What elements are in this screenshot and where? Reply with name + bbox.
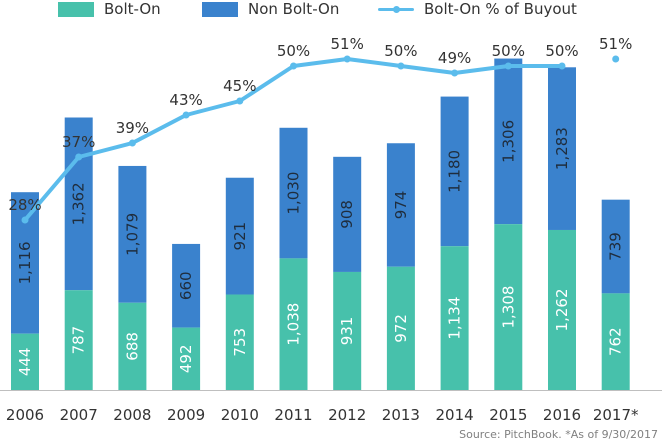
bar-bolt-on — [333, 271, 362, 390]
pct-point — [290, 62, 297, 70]
pct-point — [182, 111, 190, 119]
bar-non-bolt-on — [601, 199, 630, 294]
pct-label: 49% — [438, 49, 471, 67]
x-tick-label: 2017* — [593, 406, 639, 424]
bar-non-bolt-on — [386, 143, 415, 267]
bar-label-bolt-on: 762 — [607, 327, 625, 356]
bar-non-bolt-on — [333, 156, 362, 272]
x-tick-label: 2015 — [489, 406, 527, 424]
bar-label-non-bolt-on: 1,180 — [446, 150, 464, 193]
bar-label-non-bolt-on: 908 — [338, 200, 356, 229]
legend-non-bolt-on-swatch — [202, 1, 238, 17]
pct-label: 37% — [62, 133, 95, 151]
bar-non-bolt-on — [64, 117, 93, 291]
bar-label-non-bolt-on: 921 — [231, 222, 249, 251]
pct-label: 50% — [277, 42, 310, 60]
bar-label-bolt-on: 444 — [16, 348, 34, 377]
bar-non-bolt-on — [225, 177, 254, 295]
bar-non-bolt-on — [548, 67, 576, 230]
x-tick-label: 2006 — [6, 406, 44, 424]
source-note: Source: PitchBook. *As of 9/30/2017 — [459, 428, 658, 441]
legend-non-bolt-on-label: Non Bolt-On — [248, 0, 340, 18]
bar-label-bolt-on: 688 — [123, 332, 141, 361]
legend-bolt-on-swatch — [58, 1, 94, 17]
bar-label-bolt-on: 787 — [70, 326, 88, 355]
legend: Bolt-On Non Bolt-On Bolt-On % of Buyout — [0, 0, 662, 22]
bar-label-non-bolt-on: 974 — [392, 191, 410, 220]
bar-non-bolt-on — [279, 127, 308, 259]
bar-label-bolt-on: 1,038 — [285, 303, 303, 346]
legend-non-bolt-on: Non Bolt-On — [202, 0, 339, 18]
bar-label-bolt-on: 1,308 — [499, 286, 517, 329]
x-tick-label: 2009 — [167, 406, 205, 424]
bar-label-non-bolt-on: 1,116 — [16, 241, 34, 284]
pct-point — [21, 216, 29, 224]
pct-label: 28% — [8, 196, 41, 214]
bar-label-non-bolt-on: 739 — [607, 232, 625, 261]
bar-label-bolt-on: 972 — [392, 314, 410, 343]
bar-label-non-bolt-on: 660 — [177, 271, 195, 300]
legend-pct: Bolt-On % of Buyout — [378, 0, 577, 18]
pct-point — [75, 153, 83, 161]
pct-label: 45% — [223, 77, 256, 95]
bar-bolt-on — [440, 246, 469, 390]
bar-bolt-on — [225, 294, 254, 390]
pct-point — [558, 62, 566, 70]
bar-non-bolt-on — [118, 165, 147, 303]
bar-bolt-on — [494, 224, 523, 390]
bar-bolt-on — [172, 327, 201, 390]
bar-label-non-bolt-on: 1,283 — [553, 127, 571, 170]
bar-bolt-on — [601, 293, 630, 390]
bar-label-non-bolt-on: 1,030 — [285, 172, 303, 215]
bar-bolt-on — [279, 258, 308, 390]
pct-label: 51% — [599, 35, 632, 53]
bar-non-bolt-on — [440, 96, 469, 247]
bar-non-bolt-on — [172, 243, 201, 328]
bar-bolt-on — [548, 229, 576, 390]
bar-label-bolt-on: 1,134 — [446, 297, 464, 340]
legend-pct-line-icon — [378, 3, 414, 15]
bar-non-bolt-on — [11, 192, 39, 334]
x-tick-label: 2014 — [436, 406, 474, 424]
x-tick-label: 2016 — [543, 406, 581, 424]
x-tick-label: 2010 — [221, 406, 259, 424]
legend-bolt-on: Bolt-On — [58, 0, 161, 18]
x-tick-label: 2013 — [382, 406, 420, 424]
bar-bolt-on — [386, 266, 415, 390]
pct-point — [343, 55, 351, 63]
x-tick-label: 2012 — [328, 406, 366, 424]
pct-point — [236, 97, 244, 105]
x-tick-label: 2007 — [60, 406, 98, 424]
legend-pct-label: Bolt-On % of Buyout — [424, 0, 577, 18]
legend-bolt-on-label: Bolt-On — [104, 0, 161, 18]
pct-label: 51% — [331, 35, 364, 53]
bar-bolt-on — [118, 302, 147, 390]
pct-point — [612, 55, 620, 63]
pct-label: 50% — [384, 42, 417, 60]
pct-point — [128, 139, 136, 147]
bar-label-bolt-on: 1,262 — [553, 289, 571, 332]
bar-label-non-bolt-on: 1,306 — [499, 120, 517, 163]
bar-bolt-on — [11, 333, 39, 390]
pct-point — [504, 62, 512, 70]
bar-label-non-bolt-on: 1,362 — [70, 182, 88, 225]
x-tick-label: 2011 — [274, 406, 312, 424]
bar-bolt-on — [64, 290, 93, 390]
bar-non-bolt-on — [494, 58, 523, 225]
pct-point — [397, 62, 405, 70]
x-tick-label: 2008 — [113, 406, 151, 424]
bar-label-non-bolt-on: 1,079 — [123, 213, 141, 256]
bar-label-bolt-on: 492 — [177, 344, 195, 373]
pct-label: 50% — [545, 42, 578, 60]
pct-label: 43% — [169, 91, 202, 109]
pct-label: 50% — [492, 42, 525, 60]
bar-label-bolt-on: 753 — [231, 328, 249, 357]
pct-label: 39% — [116, 119, 149, 137]
bar-label-bolt-on: 931 — [338, 317, 356, 346]
pct-point — [451, 69, 459, 77]
